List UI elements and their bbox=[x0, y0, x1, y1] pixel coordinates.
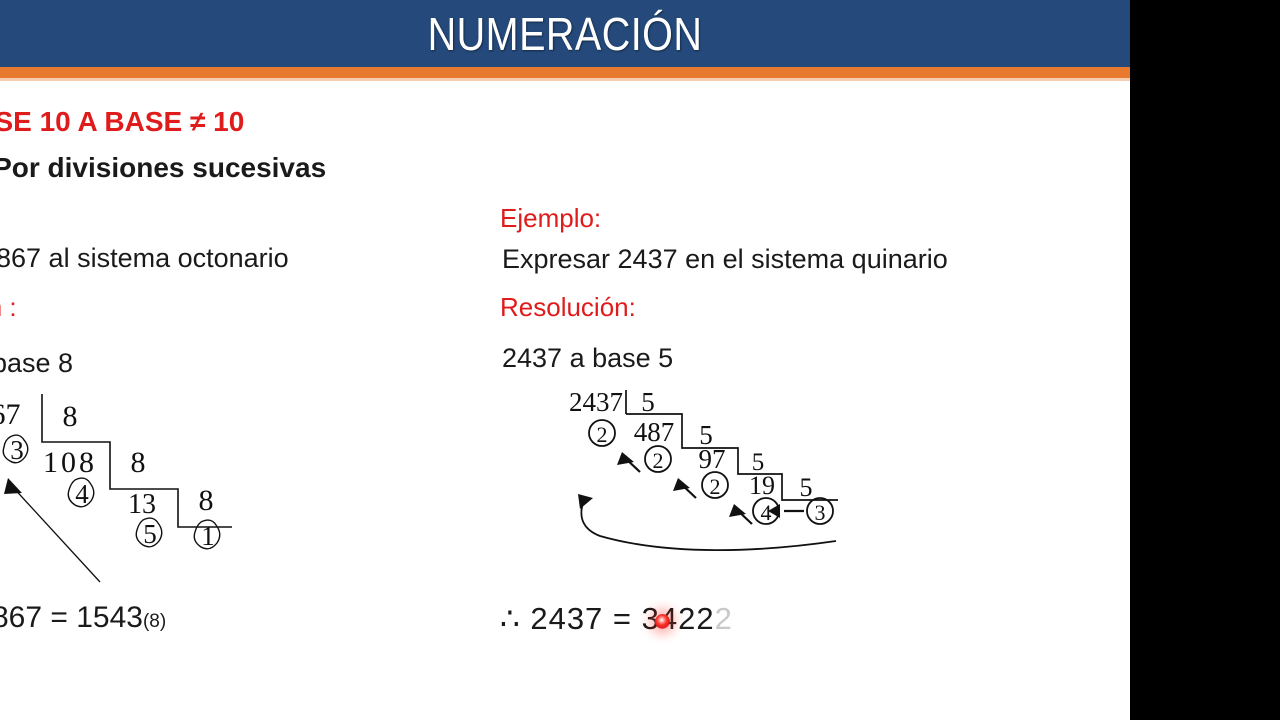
svg-text:3: 3 bbox=[815, 500, 826, 525]
svg-text:2: 2 bbox=[653, 448, 664, 473]
svg-text:2: 2 bbox=[710, 474, 721, 499]
dividend-2437: 2437 bbox=[569, 387, 623, 417]
right-answer-prefix: ∴ 2437 = bbox=[500, 601, 642, 636]
left-resolution-label: ución : bbox=[0, 292, 17, 322]
dividend-867: 867 bbox=[0, 398, 21, 431]
remainder-2a-circled: 2 bbox=[588, 419, 616, 447]
right-task-text: Expresar 2437 en el sistema quinario bbox=[502, 244, 948, 274]
right-answer-digits: 3422 bbox=[641, 601, 715, 636]
right-example-label: Ejemplo: bbox=[500, 203, 602, 233]
quotient-19: 19 bbox=[749, 471, 775, 500]
left-answer-main: 867 = 1543 bbox=[0, 601, 143, 634]
divisor-4: 5 bbox=[800, 473, 813, 502]
header-accent-rule bbox=[0, 67, 1130, 78]
svg-text:4: 4 bbox=[75, 479, 89, 509]
remainder-2b-circled: 2 bbox=[644, 445, 672, 473]
remainder-3-circled: 3 bbox=[806, 497, 834, 525]
svg-text:5: 5 bbox=[143, 519, 157, 549]
staircase-rules bbox=[625, 390, 838, 501]
staircase-rules bbox=[41, 394, 232, 528]
remainder-5-circled: 5 bbox=[135, 517, 163, 549]
divisor-1: 5 bbox=[641, 387, 655, 417]
reading-arrow-head-icon bbox=[4, 478, 22, 494]
presentation-slide: NUMERACIÓN BASE 10 A BASE ≠ 10 do : Por … bbox=[0, 0, 1130, 720]
svg-text:1: 1 bbox=[201, 521, 215, 551]
remainder-4-circled: 4 bbox=[67, 477, 95, 509]
page-title: NUMERACIÓN bbox=[427, 7, 703, 60]
reading-arrow-icon bbox=[9, 483, 101, 583]
right-answer: ∴ 2437 = 34222 bbox=[500, 601, 733, 637]
reading-curve-icon bbox=[580, 499, 837, 552]
laser-pointer-dot bbox=[655, 614, 670, 629]
divisor-3: 5 bbox=[752, 449, 765, 476]
chain-arrow-heads-icon bbox=[617, 452, 780, 518]
quotient-108: 108 bbox=[43, 446, 97, 479]
right-base-line: 2437 a base 5 bbox=[502, 343, 674, 373]
svg-text:2: 2 bbox=[597, 422, 608, 447]
right-answer-digit-faded: 2 bbox=[714, 601, 733, 636]
reading-curve-arrow-head-icon bbox=[578, 494, 593, 509]
left-answer: 867 = 1543(8) bbox=[0, 601, 166, 635]
division-diagram-left: 867 8 8 8 108 13 3 4 5 bbox=[0, 392, 270, 583]
divisor-2: 8 bbox=[131, 446, 146, 479]
divisor-3: 8 bbox=[199, 484, 214, 517]
left-base-line: base 8 bbox=[0, 348, 74, 378]
left-answer-subscript: (8) bbox=[142, 611, 167, 632]
remainder-3-circled: 3 bbox=[2, 434, 29, 465]
header-accent-rule-soft bbox=[0, 78, 1130, 81]
slide-header-bar: NUMERACIÓN bbox=[0, 0, 1130, 67]
remainder-1-circled: 1 bbox=[193, 519, 221, 551]
divisor-2: 5 bbox=[699, 420, 713, 450]
division-diagram-right: 2437 5 5 5 5 487 97 19 2 2 bbox=[560, 387, 870, 558]
right-resolution-label: Resolución: bbox=[500, 292, 636, 322]
left-heading: BASE 10 A BASE ≠ 10 bbox=[0, 106, 245, 137]
divisor-1: 8 bbox=[63, 400, 78, 433]
remainder-2c-circled: 2 bbox=[701, 471, 729, 499]
quotient-97: 97 bbox=[699, 444, 726, 474]
left-task-text: ertir 867 al sistema octonario bbox=[0, 243, 289, 273]
svg-text:3: 3 bbox=[10, 435, 24, 465]
letterbox-right bbox=[1130, 0, 1280, 720]
quotient-487: 487 bbox=[634, 417, 675, 447]
quotient-13: 13 bbox=[128, 489, 156, 520]
svg-text:4: 4 bbox=[761, 500, 772, 525]
left-method-line: do : Por divisiones sucesivas bbox=[0, 152, 327, 183]
